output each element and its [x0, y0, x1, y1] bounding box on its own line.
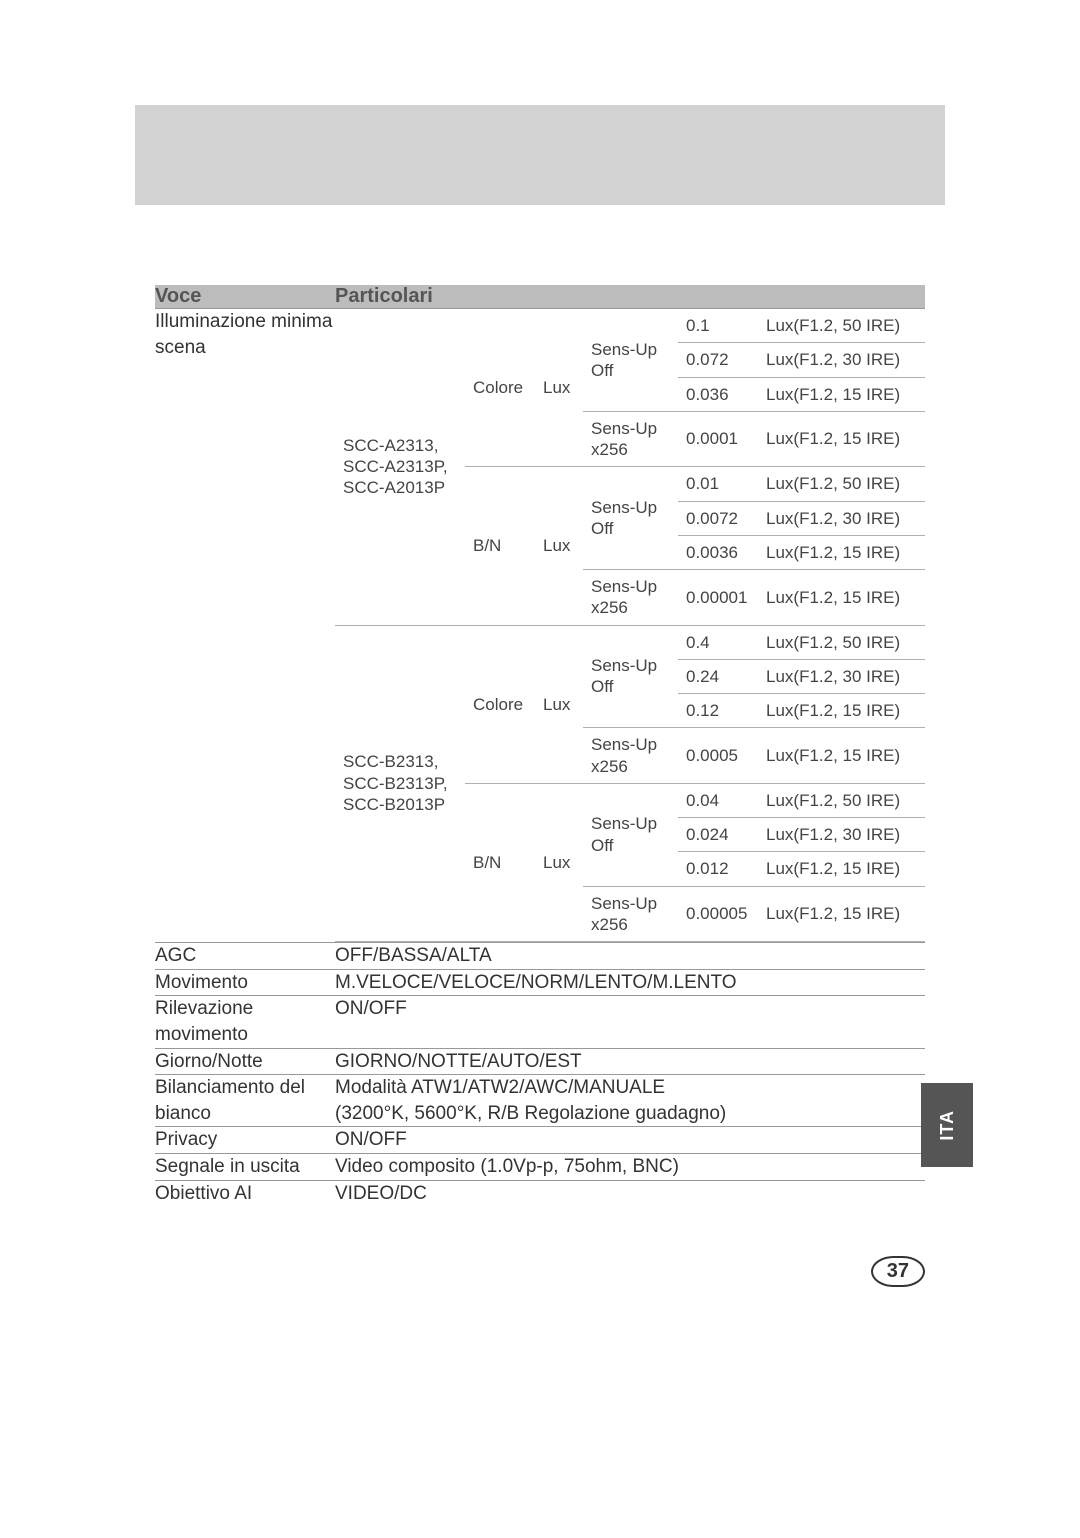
table-row: Bilanciamento del biancoModalità ATW1/AT…: [155, 1075, 925, 1127]
illum-condition-cell: Lux(F1.2, 30 IRE): [758, 343, 925, 377]
voce-illuminazione: Illuminazione minima scena: [155, 309, 335, 943]
voce-cell: Rilevazione movimento: [155, 996, 335, 1048]
illum-value-cell: 0.0072: [678, 501, 758, 535]
illum-value-cell: 0.0005: [678, 728, 758, 784]
illum-sensup-cell: Sens-Up x256: [583, 570, 678, 626]
illum-lux-cell: Lux: [535, 783, 583, 941]
illum-value-cell: 0.024: [678, 818, 758, 852]
header-voce: Voce: [155, 285, 335, 309]
particolari-cell: GIORNO/NOTTE/AUTO/EST: [335, 1048, 925, 1075]
illum-condition-cell: Lux(F1.2, 15 IRE): [758, 852, 925, 886]
illum-value-cell: 0.072: [678, 343, 758, 377]
illum-model-cell: SCC-B2313, SCC-B2313P, SCC-B2013P: [335, 625, 465, 942]
illum-value-cell: 0.0001: [678, 411, 758, 467]
particolari-cell: ON/OFF: [335, 996, 925, 1048]
illum-mode-cell: Colore: [465, 625, 535, 783]
top-margin: [0, 0, 1080, 105]
particolari-cell: Video composito (1.0Vp-p, 75ohm, BNC): [335, 1154, 925, 1181]
illum-mode-cell: B/N: [465, 467, 535, 625]
voce-cell: Bilanciamento del bianco: [155, 1075, 335, 1127]
illumination-nested-table: SCC-A2313, SCC-A2313P, SCC-A2013PColoreL…: [335, 309, 925, 942]
illum-condition-cell: Lux(F1.2, 15 IRE): [758, 694, 925, 728]
illum-sensup-cell: Sens-Up Off: [583, 467, 678, 570]
voce-cell: Privacy: [155, 1127, 335, 1154]
illum-value-cell: 0.00001: [678, 570, 758, 626]
particolari-cell: OFF/BASSA/ALTA: [335, 943, 925, 970]
illum-condition-cell: Lux(F1.2, 50 IRE): [758, 467, 925, 501]
illum-lux-cell: Lux: [535, 309, 583, 467]
illum-value-cell: 0.0036: [678, 535, 758, 569]
illum-row: SCC-A2313, SCC-A2313P, SCC-A2013PColoreL…: [335, 309, 925, 343]
voce-cell: Obiettivo AI: [155, 1180, 335, 1206]
illum-sensup-cell: Sens-Up Off: [583, 625, 678, 728]
illum-sensup-cell: Sens-Up x256: [583, 886, 678, 942]
table-row: AGCOFF/BASSA/ALTA: [155, 943, 925, 970]
illum-condition-cell: Lux(F1.2, 15 IRE): [758, 377, 925, 411]
illum-condition-cell: Lux(F1.2, 30 IRE): [758, 818, 925, 852]
illum-condition-cell: Lux(F1.2, 15 IRE): [758, 570, 925, 626]
illum-lux-cell: Lux: [535, 625, 583, 783]
illum-condition-cell: Lux(F1.2, 30 IRE): [758, 659, 925, 693]
table-header-row: Voce Particolari: [155, 285, 925, 309]
voce-cell: AGC: [155, 943, 335, 970]
particolari-cell: M.VELOCE/VELOCE/NORM/LENTO/M.LENTO: [335, 969, 925, 996]
illum-value-cell: 0.12: [678, 694, 758, 728]
page-number: 37: [871, 1256, 925, 1287]
illum-condition-cell: Lux(F1.2, 15 IRE): [758, 886, 925, 942]
illum-condition-cell: Lux(F1.2, 15 IRE): [758, 411, 925, 467]
row-illuminazione: Illuminazione minima scena SCC-A2313, SC…: [155, 309, 925, 943]
illum-mode-cell: Colore: [465, 309, 535, 467]
voce-cell: Giorno/Notte: [155, 1048, 335, 1075]
gray-header-bar: [135, 105, 945, 205]
table-row: Rilevazione movimentoON/OFF: [155, 996, 925, 1048]
illum-value-cell: 0.04: [678, 783, 758, 817]
table-row: MovimentoM.VELOCE/VELOCE/NORM/LENTO/M.LE…: [155, 969, 925, 996]
table-row: PrivacyON/OFF: [155, 1127, 925, 1154]
voce-cell: Movimento: [155, 969, 335, 996]
language-tab-label: ITA: [937, 1110, 958, 1141]
particolari-cell: VIDEO/DC: [335, 1180, 925, 1206]
table-row: Giorno/NotteGIORNO/NOTTE/AUTO/EST: [155, 1048, 925, 1075]
illum-sensup-cell: Sens-Up Off: [583, 783, 678, 886]
illum-condition-cell: Lux(F1.2, 15 IRE): [758, 728, 925, 784]
illum-value-cell: 0.036: [678, 377, 758, 411]
illum-value-cell: 0.24: [678, 659, 758, 693]
language-tab: ITA: [921, 1083, 973, 1167]
header-particolari: Particolari: [335, 285, 925, 309]
illum-condition-cell: Lux(F1.2, 50 IRE): [758, 309, 925, 343]
illum-sensup-cell: Sens-Up x256: [583, 411, 678, 467]
page: Voce Particolari Illuminazione minima sc…: [0, 0, 1080, 1287]
illum-row: SCC-B2313, SCC-B2313P, SCC-B2013PColoreL…: [335, 625, 925, 659]
illum-value-cell: 0.1: [678, 309, 758, 343]
illum-model-cell: SCC-A2313, SCC-A2313P, SCC-A2013P: [335, 309, 465, 625]
particolari-cell: ON/OFF: [335, 1127, 925, 1154]
part-illuminazione: SCC-A2313, SCC-A2313P, SCC-A2013PColoreL…: [335, 309, 925, 943]
illum-sensup-cell: Sens-Up x256: [583, 728, 678, 784]
illum-condition-cell: Lux(F1.2, 30 IRE): [758, 501, 925, 535]
table-row: Segnale in uscitaVideo composito (1.0Vp-…: [155, 1154, 925, 1181]
illum-lux-cell: Lux: [535, 467, 583, 625]
illum-mode-cell: B/N: [465, 783, 535, 941]
table-row: Obiettivo AIVIDEO/DC: [155, 1180, 925, 1206]
illum-condition-cell: Lux(F1.2, 50 IRE): [758, 783, 925, 817]
illum-value-cell: 0.4: [678, 625, 758, 659]
illum-condition-cell: Lux(F1.2, 50 IRE): [758, 625, 925, 659]
illum-sensup-cell: Sens-Up Off: [583, 309, 678, 411]
content: Voce Particolari Illuminazione minima sc…: [0, 205, 1080, 1236]
voce-label: Illuminazione minima scena: [155, 311, 332, 358]
page-number-wrap: 37: [0, 1236, 1080, 1287]
spec-table: Voce Particolari Illuminazione minima sc…: [155, 285, 925, 1206]
illum-value-cell: 0.01: [678, 467, 758, 501]
illum-condition-cell: Lux(F1.2, 15 IRE): [758, 535, 925, 569]
voce-cell: Segnale in uscita: [155, 1154, 335, 1181]
particolari-cell: Modalità ATW1/ATW2/AWC/MANUALE (3200°K, …: [335, 1075, 925, 1127]
illum-value-cell: 0.012: [678, 852, 758, 886]
illum-value-cell: 0.00005: [678, 886, 758, 942]
